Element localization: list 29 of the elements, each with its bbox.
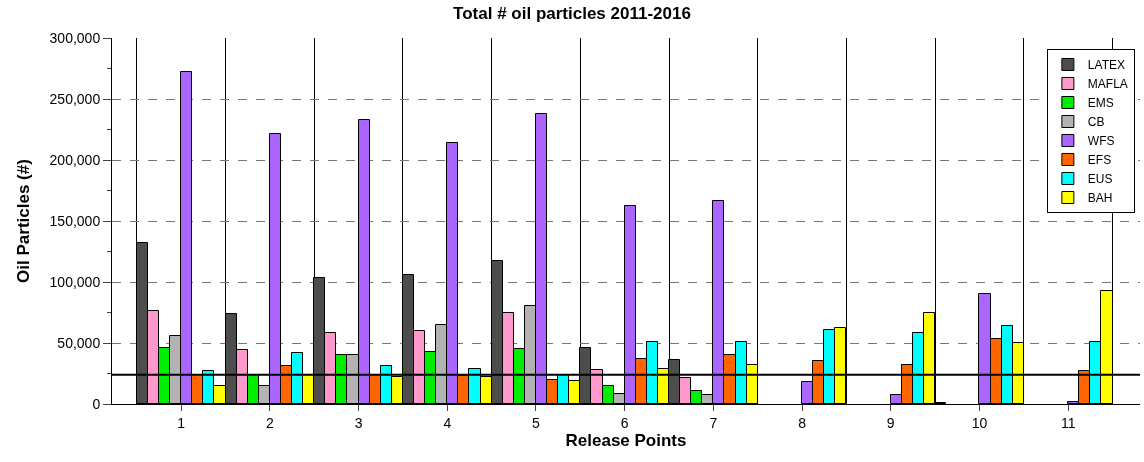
x-tick-label: 2 <box>265 414 274 431</box>
y-tick-label: 200,000 <box>49 151 101 168</box>
x-tick-label: 1 <box>177 414 186 431</box>
y-tick-label: 300,000 <box>49 29 101 46</box>
legend-label: MAFLA <box>1087 77 1128 92</box>
y-tick-label: 250,000 <box>49 90 101 107</box>
x-tick-label: 6 <box>620 414 629 431</box>
legend-label: CB <box>1087 115 1105 130</box>
x-tick-label: 10 <box>971 414 988 431</box>
x-tick-label: 5 <box>532 414 541 431</box>
legend-label: EMS <box>1087 96 1114 111</box>
legend-label: WFS <box>1087 134 1115 149</box>
x-axis-title: Release Points <box>565 430 687 450</box>
x-tick-label: 8 <box>798 414 807 431</box>
x-tick-label: 4 <box>443 414 452 431</box>
x-tick-label: 11 <box>1060 414 1076 431</box>
legend-label: BAH <box>1087 191 1113 206</box>
y-axis-title: Oil Particles (#) <box>14 159 34 283</box>
y-tick-label: 50,000 <box>57 334 101 351</box>
legend-label: EUS <box>1087 172 1113 187</box>
legend-label: LATEX <box>1087 58 1125 73</box>
y-tick-label: 100,000 <box>49 273 101 290</box>
y-tick-label: 150,000 <box>49 212 101 229</box>
legend-label: EFS <box>1087 153 1112 168</box>
x-tick-label: 9 <box>886 414 895 431</box>
x-tick-label: 7 <box>709 414 718 431</box>
chart-title: Total # oil particles 2011-2016 <box>453 3 691 23</box>
y-tick-label: 0 <box>92 395 101 412</box>
x-tick-label: 3 <box>354 414 363 431</box>
